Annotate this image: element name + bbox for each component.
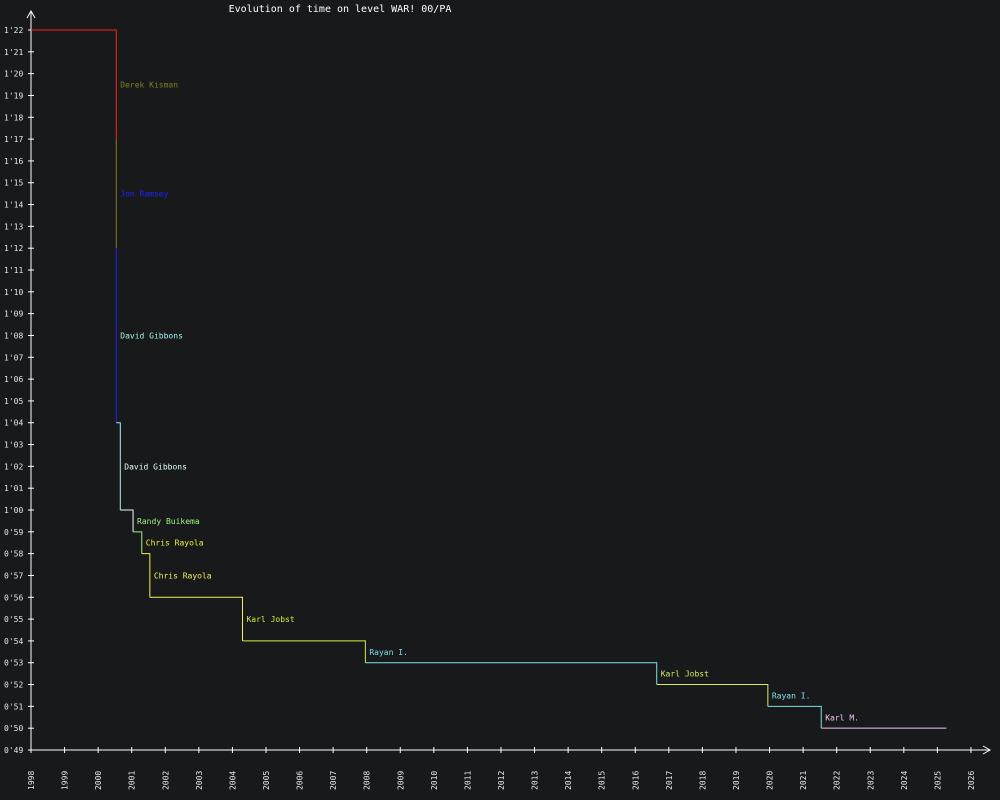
y-axis-arrow	[26, 9, 36, 19]
x-axis-ticks: 1998 1999 2000 2001 2002 2003 2004 2005 2006 2007…	[27, 747, 976, 790]
y-tick-label: 1'16	[4, 157, 23, 166]
y-tick-label: 1'12	[4, 244, 23, 253]
record-holder-label: Rayan I.	[369, 648, 408, 657]
x-tick-label: 2023	[866, 771, 875, 790]
record-holder-label: Chris Rayola	[146, 539, 204, 548]
y-tick-label: 1'00	[4, 506, 23, 515]
record-steps	[31, 29, 947, 729]
x-axis-arrow	[982, 745, 992, 755]
x-tick-label: 2012	[497, 771, 506, 790]
record-holder-label: Rayan I.	[772, 691, 811, 700]
x-tick-label: 2006	[296, 771, 305, 790]
y-tick-label: 1'13	[4, 222, 23, 231]
y-tick-label: 1'06	[4, 375, 23, 384]
y-tick-label: 1'02	[4, 462, 23, 471]
record-holder-label: Karl Jobst	[661, 670, 709, 679]
record-step-line	[365, 662, 658, 685]
record-step-line	[141, 553, 151, 598]
record-holder-label: Karl M.	[825, 713, 859, 722]
record-step-line	[31, 29, 117, 140]
y-tick-label: 0'53	[4, 659, 23, 668]
y-tick-label: 1'15	[4, 179, 23, 188]
x-tick-label: 2005	[262, 771, 271, 790]
record-holder-label: Karl Jobst	[246, 615, 294, 624]
x-tick-label: 2026	[967, 771, 976, 790]
record-step-line	[116, 422, 121, 511]
y-tick-label: 1'04	[4, 419, 23, 428]
x-tick-label: 2010	[430, 771, 439, 790]
x-tick-label: 2025	[933, 771, 942, 790]
record-step-line	[242, 640, 366, 663]
y-tick-label: 1'08	[4, 331, 23, 340]
axes	[26, 9, 992, 755]
record-step-line	[767, 705, 822, 729]
y-tick-label: 0'50	[4, 724, 23, 733]
record-holder-label: Randy Buikema	[137, 517, 200, 526]
y-tick-label: 0'49	[4, 746, 23, 755]
y-tick-label: 1'14	[4, 201, 23, 210]
y-tick-label: 1'20	[4, 70, 23, 79]
y-tick-label: 1'17	[4, 135, 23, 144]
x-tick-label: 1998	[27, 771, 36, 790]
y-tick-label: 1'11	[4, 266, 23, 275]
x-tick-label: 1999	[61, 771, 70, 790]
record-holder-label: Derek Kisman	[120, 81, 178, 90]
x-tick-label: 2020	[766, 771, 775, 790]
y-tick-label: 0'55	[4, 615, 23, 624]
x-tick-label: 2019	[732, 771, 741, 790]
x-tick-label: 2011	[463, 771, 472, 790]
x-tick-label: 2021	[799, 771, 808, 790]
record-holder-label: Chris Rayola	[154, 571, 212, 580]
x-tick-label: 2024	[900, 771, 909, 790]
y-tick-label: 0'56	[4, 593, 23, 602]
y-tick-label: 0'57	[4, 571, 23, 580]
x-tick-label: 2016	[631, 771, 640, 790]
record-step-line	[120, 509, 134, 532]
y-axis-ticks: 1'22 1'21 1'20 1'19 1'18 1'17 1'16 1'15 1'14 1'13…	[4, 26, 34, 755]
chart-title: Evolution of time on level WAR! 00/PA	[229, 4, 452, 15]
y-tick-label: 0'51	[4, 702, 23, 711]
y-tick-label: 1'09	[4, 310, 23, 319]
x-tick-label: 2007	[329, 771, 338, 790]
y-tick-label: 1'19	[4, 91, 23, 100]
y-tick-label: 1'10	[4, 288, 23, 297]
x-tick-label: 2003	[195, 771, 204, 790]
y-tick-label: 1'22	[4, 26, 23, 35]
x-tick-label: 2001	[128, 771, 137, 790]
x-tick-label: 2000	[94, 771, 103, 790]
record-step-line	[149, 596, 243, 641]
x-tick-label: 2013	[531, 771, 540, 790]
x-tick-label: 2008	[363, 771, 372, 790]
x-tick-label: 2004	[228, 771, 237, 790]
x-tick-label: 2014	[564, 771, 573, 790]
y-tick-label: 0'58	[4, 550, 23, 559]
y-tick-label: 1'07	[4, 353, 23, 362]
record-step-line	[133, 531, 143, 554]
y-tick-label: 1'05	[4, 397, 23, 406]
y-tick-label: 1'01	[4, 484, 23, 493]
y-tick-label: 0'54	[4, 637, 23, 646]
x-tick-label: 2017	[665, 771, 674, 790]
y-tick-label: 1'18	[4, 113, 23, 122]
record-holder-labels: Derek Kisman Jon Ramsey David Gibbons David…	[120, 81, 859, 723]
record-holder-label: Jon Ramsey	[120, 190, 168, 199]
y-tick-label: 1'03	[4, 441, 23, 450]
x-tick-label: 2022	[833, 771, 842, 790]
y-tick-label: 0'59	[4, 528, 23, 537]
x-tick-label: 2015	[598, 771, 607, 790]
y-tick-label: 0'52	[4, 681, 23, 690]
x-tick-label: 2018	[698, 771, 707, 790]
record-holder-label: David Gibbons	[124, 462, 187, 471]
record-holder-label: David Gibbons	[120, 331, 183, 340]
y-tick-label: 1'21	[4, 48, 23, 57]
x-tick-label: 2002	[161, 771, 170, 790]
x-tick-label: 2009	[396, 771, 405, 790]
record-step-line	[656, 684, 769, 707]
